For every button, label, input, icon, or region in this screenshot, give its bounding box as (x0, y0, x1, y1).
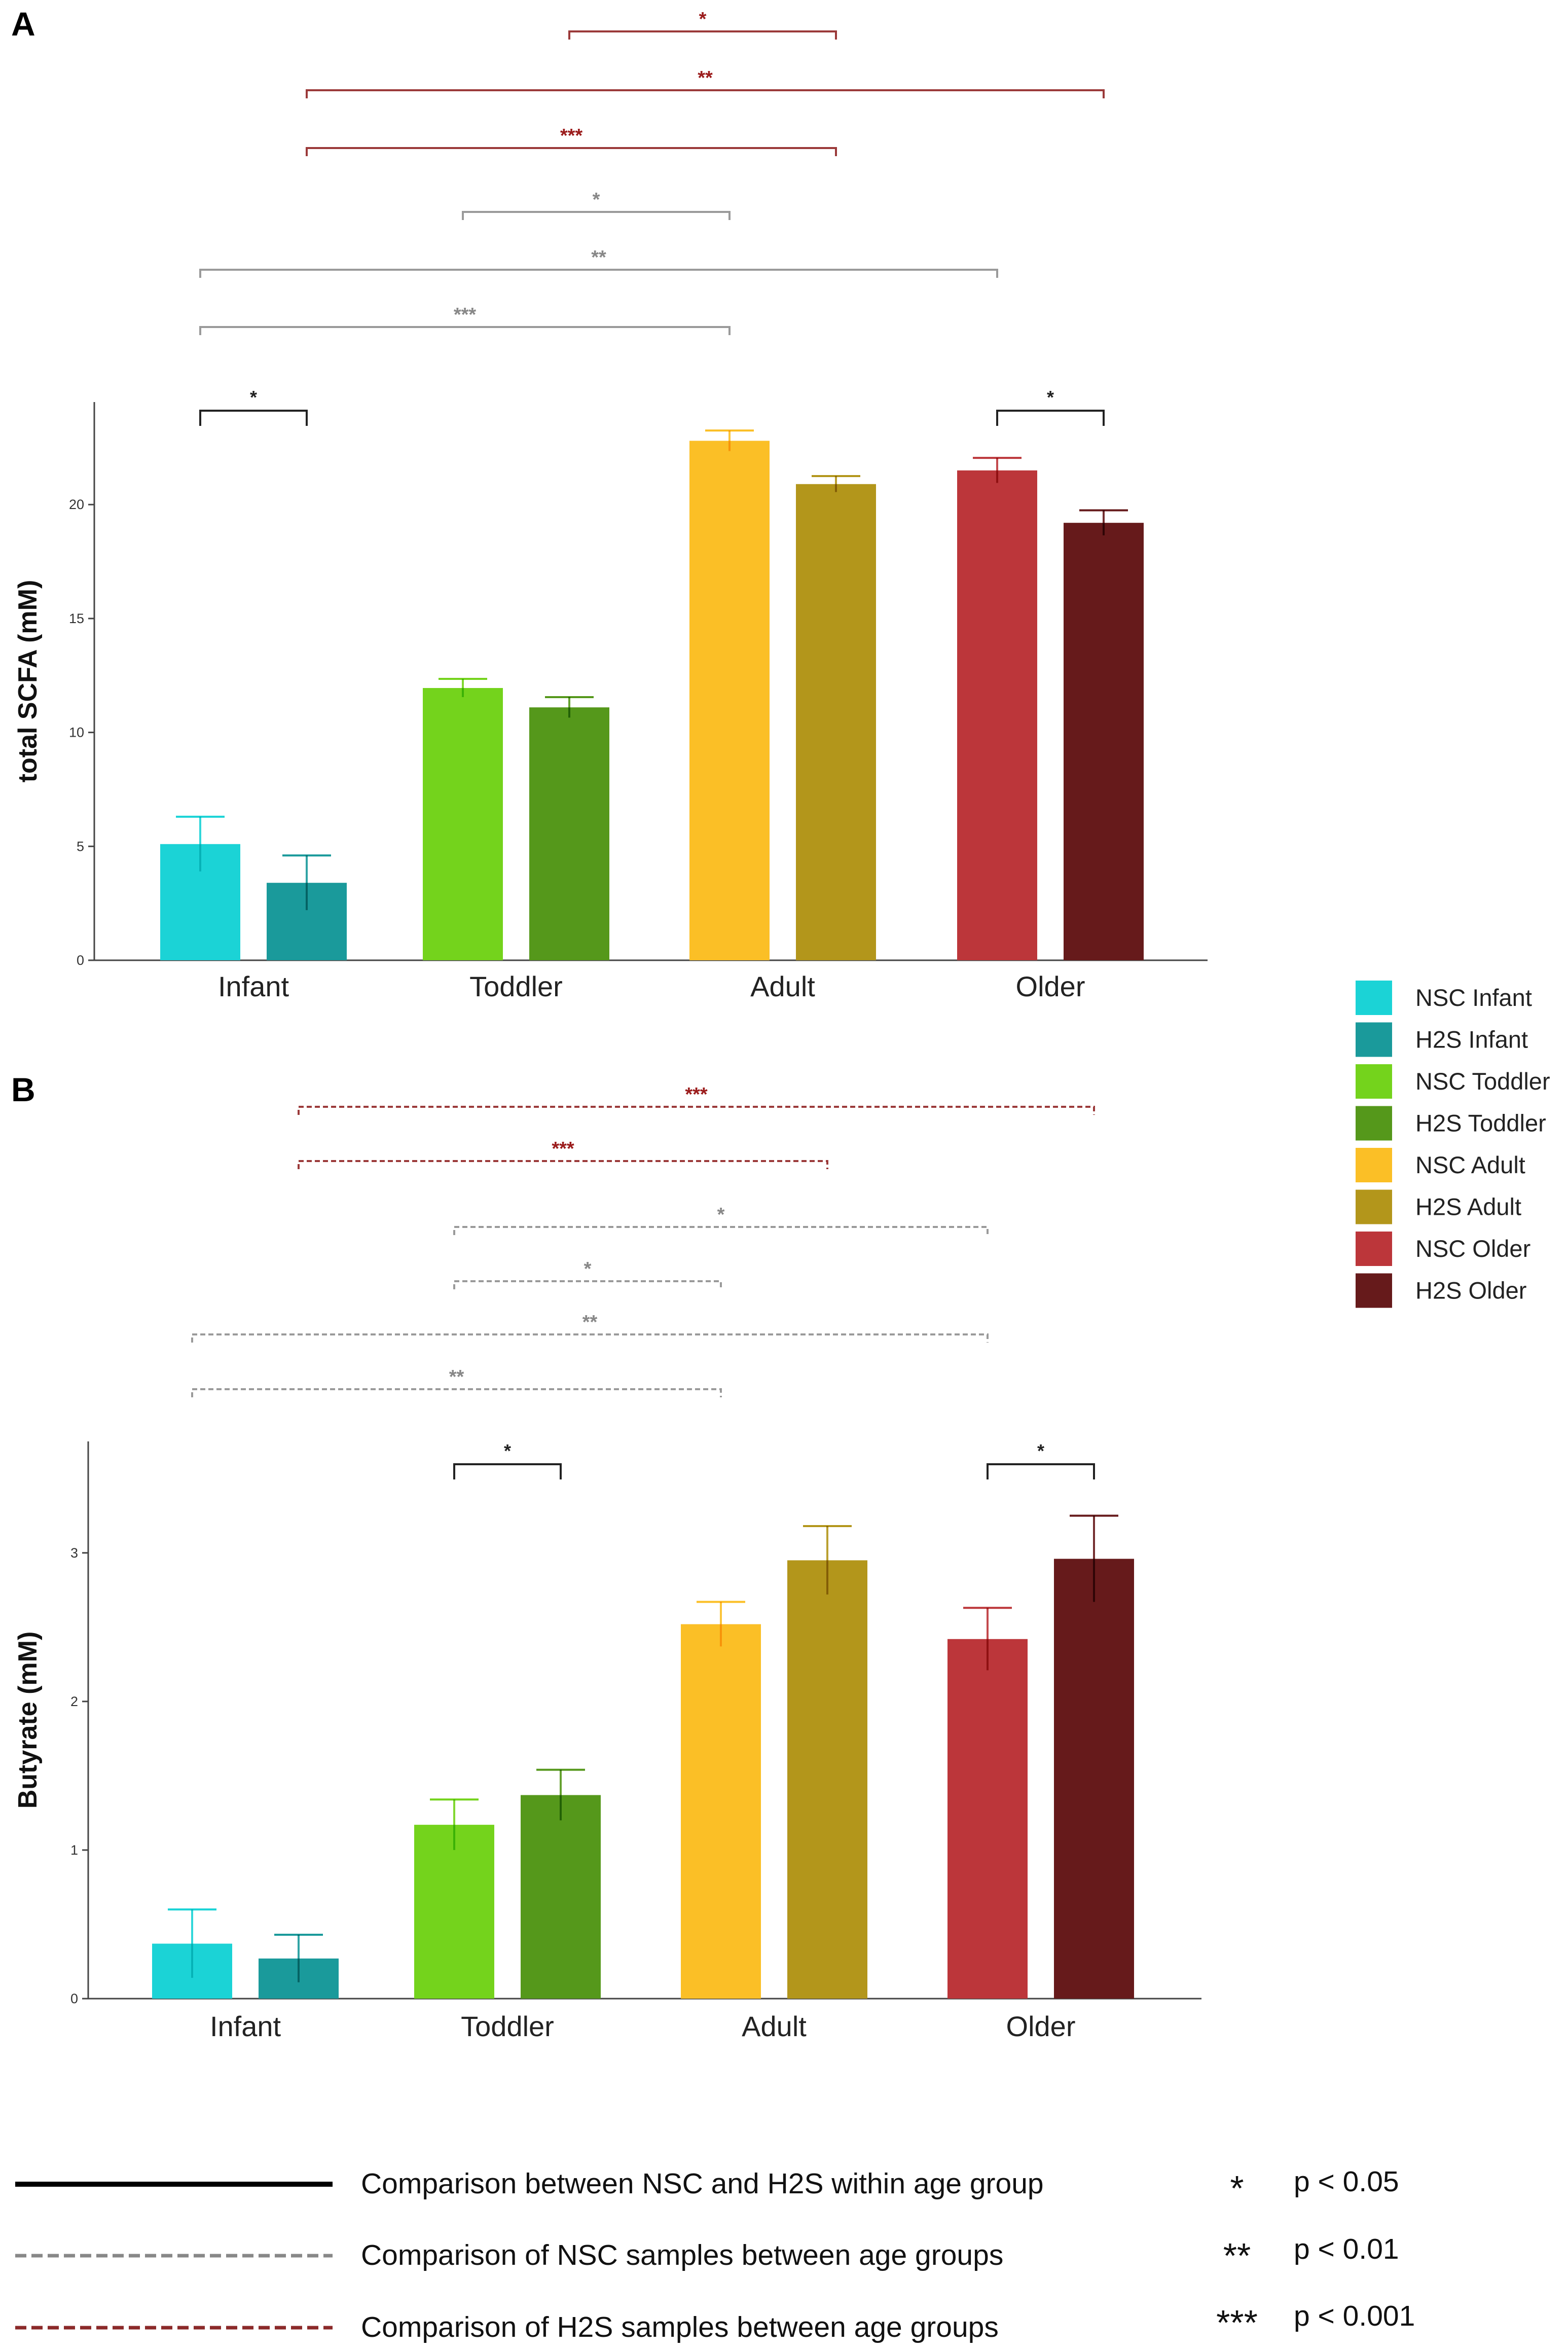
panel-a-bar-h2s-toddler (529, 707, 609, 960)
panel-b-label: B (11, 1071, 35, 1108)
key-p-value: p < 0.05 (1294, 2165, 1399, 2198)
panel-b-category-label: Infant (210, 2010, 281, 2042)
legend: NSC Infant H2S Infant NSC Toddler H2S Toddl… (1356, 981, 1550, 1308)
legend-label: H2S Adult (1415, 1193, 1521, 1220)
panel-a-y-axis-title: total SCFA (mM) (13, 580, 43, 783)
panel-b-y-axis-title: Butyrate (mM) (13, 1632, 43, 1809)
legend-label: NSC Toddler (1415, 1068, 1550, 1095)
panel-a-significance-stars: ** (591, 247, 606, 268)
panel-b-category-label: Toddler (461, 2010, 554, 2042)
panel-b-significance-stars: ** (582, 1312, 598, 1333)
panel-b-y-tick-label: 0 (70, 1991, 78, 2006)
panel-a-comparison-bracket-nsc (199, 326, 731, 335)
panel-b-y-tick-label: 3 (70, 1545, 78, 1561)
legend-swatch (1356, 1106, 1392, 1141)
panel-a-bar-h2s-adult (796, 484, 876, 960)
panel-b-category-label: Older (1006, 2010, 1076, 2042)
panel-a-significance-stars: * (593, 189, 600, 210)
panel-b-comparison-bracket-nsc (453, 1226, 989, 1235)
panel-a-comparison-bracket (996, 410, 1105, 426)
legend-swatch (1356, 1064, 1392, 1099)
panel-b-comparison-bracket-nsc (191, 1388, 722, 1397)
legend-label: NSC Adult (1415, 1151, 1525, 1178)
panel-a-significance-stars: * (1047, 387, 1054, 408)
panel-a-significance-stars: * (250, 387, 257, 408)
panel-a-category-label: Adult (750, 970, 815, 1002)
panel-a-significance-stars: ** (698, 67, 713, 89)
legend-label: NSC Older (1415, 1235, 1530, 1262)
panel-b-comparison-bracket-h2s (298, 1106, 1095, 1115)
panel-a-category-label: Infant (218, 970, 289, 1002)
legend-label: NSC Infant (1415, 984, 1532, 1011)
panel-b-significance-stars: * (717, 1204, 725, 1225)
panel-b-significance-stars: *** (552, 1138, 574, 1160)
panel-a: A 0 5 10 15 20 total SCFA (mM) Infant Toddler Ad… (11, 5, 1208, 1002)
legend-label: H2S Toddler (1415, 1110, 1546, 1137)
panel-a-comparison-bracket-nsc (199, 269, 998, 278)
panel-b-significance-stars: * (584, 1258, 592, 1280)
panel-a-y-tick-label: 20 (69, 497, 84, 512)
key-line-label: Comparison of NSC samples between age gr… (361, 2239, 1003, 2271)
panel-a-y-tick-label: 15 (69, 611, 84, 626)
panel-b-comparison-bracket-h2s (298, 1160, 828, 1169)
key-p-value: p < 0.01 (1294, 2233, 1399, 2265)
panel-a-category-label: Toddler (469, 970, 563, 1002)
panel-b-y-tick-label: 2 (70, 1694, 78, 1709)
legend-swatch (1356, 1189, 1392, 1224)
legend-swatch (1356, 1232, 1392, 1266)
panel-b-significance-stars: *** (685, 1084, 708, 1105)
panel-b-bar-h2s-toddler (521, 1795, 601, 1999)
panel-a-bar-h2s-older (1064, 523, 1144, 960)
legend-swatch (1356, 981, 1392, 1015)
legend-swatch (1356, 1273, 1392, 1308)
panel-a-comparison-bracket-h2s (306, 147, 837, 156)
panel-a-comparison-bracket (199, 410, 308, 426)
key-stars: * (1230, 2168, 1244, 2208)
panel-a-y-tick-label: 5 (77, 839, 84, 854)
panel-b-bar-nsc-adult (681, 1624, 761, 1999)
panel-b-y-tick-label: 1 (70, 1842, 78, 1858)
panel-a-comparison-bracket-nsc (462, 211, 731, 220)
panel-b-bar-nsc-toddler (414, 1825, 494, 1999)
panel-b-comparison-bracket (453, 1463, 562, 1479)
panel-b-bar-nsc-older (947, 1639, 1028, 1999)
panel-a-label: A (11, 5, 35, 43)
panel-b-bar-h2s-older (1054, 1559, 1134, 1999)
panel-a-bar-nsc-adult (689, 441, 770, 960)
panel-b-comparison-bracket-nsc (191, 1333, 989, 1343)
panel-b-bar-h2s-adult (787, 1560, 867, 1999)
panel-b-significance-stars: * (504, 1440, 511, 1461)
panel-a-y-tick-label: 10 (69, 725, 84, 740)
panel-a-y-tick-label: 0 (77, 953, 84, 968)
panel-a-significance-stars: *** (560, 125, 583, 147)
key-line-label: Comparison of H2S samples between age gr… (361, 2311, 999, 2343)
key-stars: *** (1216, 2303, 1258, 2342)
panel-a-comparison-bracket-h2s (568, 30, 837, 40)
legend-label: H2S Older (1415, 1277, 1526, 1304)
panel-b-significance-stars: * (1037, 1440, 1044, 1461)
key-line-label: Comparison between NSC and H2S within ag… (361, 2167, 1044, 2200)
legend-swatch (1356, 1148, 1392, 1182)
key-p-value: p < 0.001 (1294, 2300, 1415, 2332)
panel-b-comparison-bracket (987, 1463, 1095, 1479)
panel-a-significance-stars: *** (454, 304, 477, 325)
panel-b: B 0 1 2 3 Butyrate (mM) Infant Toddler Adult Old… (11, 1071, 1201, 2042)
significance-key: Comparison between NSC and H2S within ag… (15, 2165, 1415, 2343)
panel-b-category-label: Adult (742, 2010, 807, 2042)
key-stars: ** (1223, 2236, 1251, 2275)
panel-b-comparison-bracket-nsc (453, 1280, 722, 1289)
legend-swatch (1356, 1022, 1392, 1057)
panel-a-category-label: Older (1016, 970, 1085, 1002)
panel-b-significance-stars: ** (449, 1366, 464, 1388)
panel-a-bar-nsc-toddler (423, 688, 503, 960)
panel-a-significance-stars: * (699, 9, 707, 30)
legend-label: H2S Infant (1415, 1026, 1528, 1053)
panel-a-comparison-bracket-h2s (306, 89, 1105, 98)
panel-a-bar-nsc-older (957, 470, 1037, 960)
